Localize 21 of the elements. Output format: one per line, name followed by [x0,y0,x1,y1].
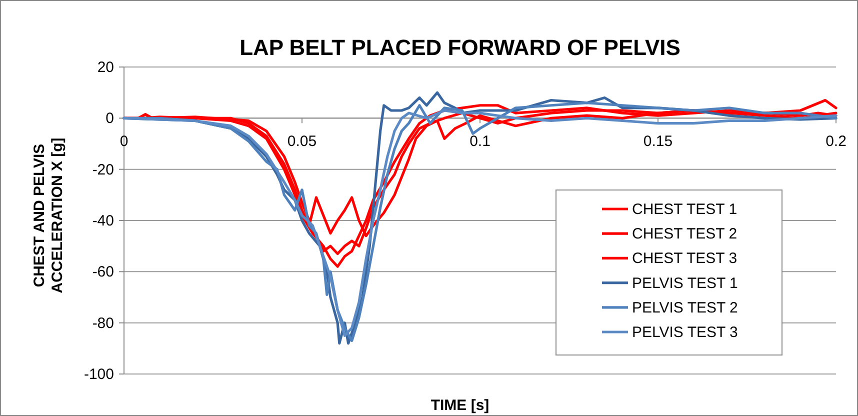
legend-label: PELVIS TEST 2 [632,299,738,316]
legend-label: CHEST TEST 1 [632,201,738,218]
y-tick-label: -40 [92,212,114,230]
chart-title: LAP BELT PLACED FORWARD OF PELVIS [240,35,680,60]
x-tick-label: 0.2 [826,133,846,150]
y-tick-label: 20 [97,59,114,76]
x-tick-label: 0.1 [470,133,490,150]
legend-label: PELVIS TEST 1 [632,274,738,292]
y-tick-label: 0 [106,110,114,128]
y-tick-label: -20 [92,161,114,178]
x-tick-label: 0.15 [643,133,673,150]
x-axis-title: TIME [s] [430,397,490,414]
y-tick-label: -60 [92,264,114,281]
legend-label: CHEST TEST 3 [632,250,738,268]
legend-label: CHEST TEST 2 [632,226,738,243]
x-tick-label: 0.05 [287,133,317,150]
x-tick-label: 0 [120,133,128,150]
legend-label: PELVIS TEST 3 [632,324,738,341]
y-axis-title: CHEST AND PELVIS ACCELERATION X [g] [31,138,66,294]
y-tick-label: -80 [92,314,114,332]
y-tick-label: -100 [84,366,114,383]
